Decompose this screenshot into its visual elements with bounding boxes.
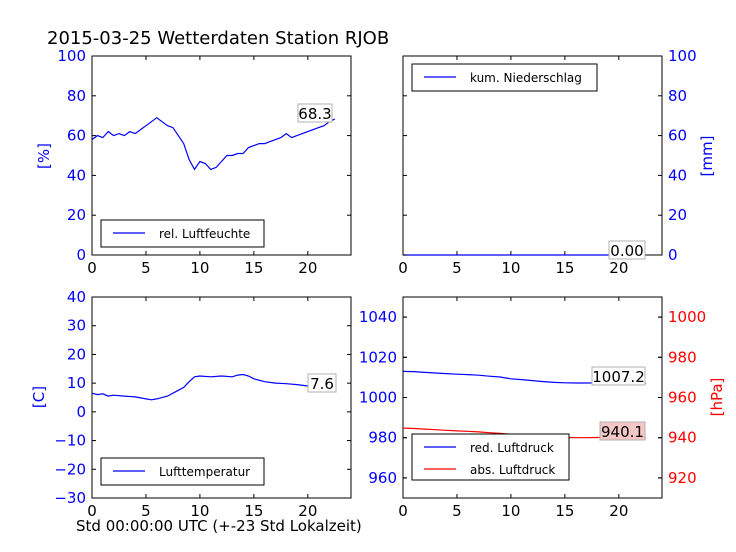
pressure-ytick-label: 960 xyxy=(368,469,397,487)
temperature-ylabel: [C] xyxy=(30,386,48,408)
pressure-legend-label: abs. Luftdruck xyxy=(470,463,555,477)
precipitation-annotation: 0.00 xyxy=(610,242,643,260)
pressure-ytick-label: 980 xyxy=(668,348,697,366)
humidity-series-line xyxy=(91,116,336,171)
humidity-frame xyxy=(91,55,352,256)
precipitation-xtick-label: 5 xyxy=(452,259,462,277)
pressure-ytick-label: 1000 xyxy=(359,389,397,407)
humidity-ytick-label: 40 xyxy=(67,166,86,184)
figure-title: 2015-03-25 Wetterdaten Station RJOB xyxy=(47,28,389,49)
precipitation-ytick-label: 100 xyxy=(668,47,697,65)
temperature-ytick-label: 0 xyxy=(76,403,86,421)
precipitation-ytick-label: 60 xyxy=(668,127,687,145)
precipitation-xtick-label: 0 xyxy=(398,259,408,277)
pressure-ytick-label: 1000 xyxy=(668,308,706,326)
temperature-legend-label: Lufttemperatur xyxy=(159,465,250,479)
temperature-ytick-label: −30 xyxy=(54,489,86,507)
x-axis-caption: Std 00:00:00 UTC (+-23 Std Lokalzeit) xyxy=(76,517,362,535)
pressure-annotation-box xyxy=(591,366,646,386)
humidity-annotation-box xyxy=(297,103,333,123)
pressure-xtick-label: 15 xyxy=(555,502,574,520)
humidity-xtick-label: 10 xyxy=(190,259,209,277)
precipitation-ytick-label: 20 xyxy=(668,206,687,224)
pressure-ytick-label: 980 xyxy=(368,429,397,447)
precipitation-xtick-label: 15 xyxy=(555,259,574,277)
pressure-annotation: 1007.2 xyxy=(592,368,645,386)
pressure-annotation: 940.1 xyxy=(601,423,644,441)
temperature-series-line xyxy=(91,373,335,401)
pressure-xtick-label: 0 xyxy=(398,502,408,520)
humidity-xtick-label: 20 xyxy=(298,259,317,277)
pressure-ytick-label: 960 xyxy=(668,389,697,407)
humidity-ytick-label: 80 xyxy=(67,87,86,105)
pressure-xtick-label: 5 xyxy=(452,502,462,520)
pressure-xtick-label: 10 xyxy=(501,502,520,520)
precipitation-legend-label: kum. Niederschlag xyxy=(470,71,582,85)
humidity-ytick-label: 0 xyxy=(76,246,86,264)
temperature-ytick-label: 30 xyxy=(67,317,86,335)
humidity-ytick-label: 20 xyxy=(67,206,86,224)
humidity-ytick-label: 60 xyxy=(67,127,86,145)
pressure-ytick-label: 940 xyxy=(668,429,697,447)
precipitation-ytick-label: 80 xyxy=(668,87,687,105)
temperature-xtick-label: 20 xyxy=(298,502,317,520)
humidity-xtick-label: 5 xyxy=(141,259,151,277)
precipitation-ylabel: [mm] xyxy=(698,136,716,177)
precipitation-ytick-label: 0 xyxy=(668,246,678,264)
precipitation-xtick-label: 10 xyxy=(501,259,520,277)
precipitation-annotation-box xyxy=(608,240,646,260)
temperature-ytick-label: 20 xyxy=(67,345,86,363)
humidity-ylabel: [%] xyxy=(35,143,53,169)
pressure-ytick-label: 920 xyxy=(668,469,697,487)
pressure-ylabel: [hPa] xyxy=(708,378,726,417)
humidity-ytick-label: 100 xyxy=(57,47,86,65)
temperature-ytick-label: −20 xyxy=(54,460,86,478)
temperature-ytick-label: −10 xyxy=(54,432,86,450)
precipitation-ytick-label: 40 xyxy=(668,166,687,184)
pressure-xtick-label: 20 xyxy=(609,502,628,520)
temperature-xtick-label: 5 xyxy=(141,502,151,520)
temperature-ytick-label: 40 xyxy=(67,288,86,306)
temperature-ytick-label: 10 xyxy=(67,374,86,392)
pressure-annotation-box xyxy=(599,421,646,441)
pressure-legend-label: red. Luftdruck xyxy=(470,441,554,455)
temperature-annotation: 7.6 xyxy=(310,375,334,393)
humidity-legend-label: rel. Luftfeuchte xyxy=(159,227,250,241)
temperature-xtick-label: 15 xyxy=(244,502,263,520)
pressure-ytick-label: 1040 xyxy=(359,308,397,326)
humidity-xtick-label: 0 xyxy=(87,259,97,277)
humidity-annotation: 68.3 xyxy=(298,105,331,123)
pressure-ytick-label: 1020 xyxy=(359,348,397,366)
temperature-xtick-label: 0 xyxy=(87,502,97,520)
temperature-xtick-label: 10 xyxy=(190,502,209,520)
temperature-frame xyxy=(91,296,352,499)
humidity-xtick-label: 15 xyxy=(244,259,263,277)
precipitation-xtick-label: 20 xyxy=(609,259,628,277)
pressure-legend-box xyxy=(411,433,570,481)
temperature-annotation-box xyxy=(307,373,337,393)
